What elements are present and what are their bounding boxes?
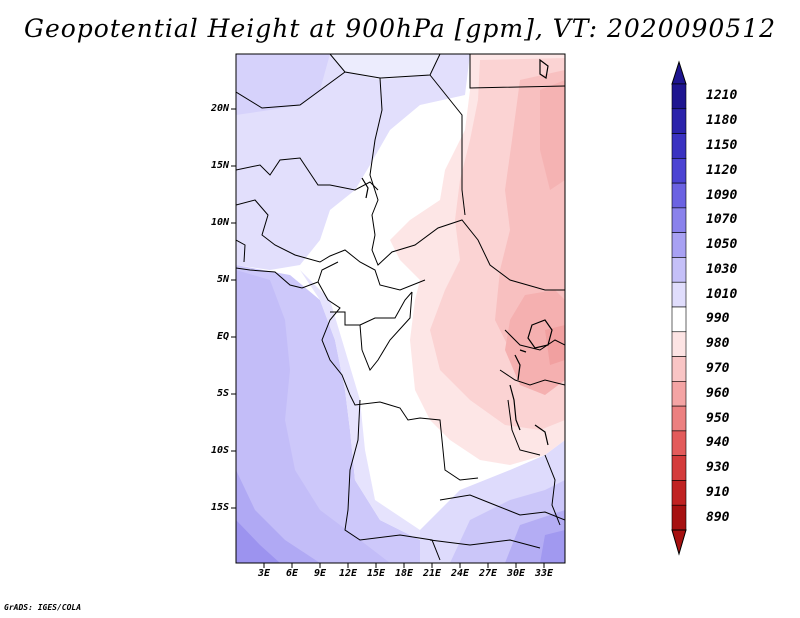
lon-label: 30E [506, 568, 526, 579]
lat-label: 15N [210, 160, 229, 171]
lon-label: 12E [338, 568, 358, 579]
lat-label: 10S [210, 445, 229, 456]
colorbar-swatch [671, 232, 687, 258]
colorbar-label: 960 [706, 385, 730, 401]
credit-text: GrADS: IGES/COLA [4, 603, 82, 612]
colorbar-swatch [671, 306, 687, 333]
colorbar-swatch [671, 480, 687, 506]
lon-label: 6E [285, 568, 299, 579]
colorbar-swatch [671, 281, 687, 308]
colorbar-label: 1180 [706, 113, 738, 129]
lon-label: 18E [394, 568, 414, 579]
colorbar-swatch [671, 108, 687, 134]
lon-label: 15E [366, 568, 386, 579]
colorbar-swatch [671, 381, 687, 407]
lat-label: 5N [216, 274, 229, 285]
colorbar-label: 980 [706, 336, 730, 352]
lat-label: EQ [216, 331, 229, 342]
colorbar-swatch [671, 430, 687, 456]
lon-label: 27E [478, 568, 498, 579]
colorbar-label: 970 [706, 360, 730, 376]
colorbar-label: 1050 [706, 237, 738, 253]
colorbar [671, 60, 687, 556]
lon-label: 3E [257, 568, 271, 579]
country-borders [236, 54, 565, 561]
lakes [361, 58, 553, 446]
colorbar-swatch [671, 504, 687, 531]
colorbar-label: 890 [706, 509, 730, 525]
colorbar-label: 1070 [706, 212, 738, 228]
colorbar-label: 1030 [706, 261, 738, 277]
map-frame [235, 53, 566, 564]
colorbar-label: 1210 [706, 88, 738, 104]
colorbar-swatch [671, 83, 687, 110]
map-title: Geopotential Height at 900hPa [gpm], VT:… [23, 14, 777, 43]
lat-label: 10N [210, 217, 229, 228]
lat-label: 15S [210, 502, 229, 513]
colorbar-label: 1010 [706, 286, 738, 302]
colorbar-label: 1150 [706, 137, 738, 153]
lon-label: 24E [450, 568, 470, 579]
colorbar-label: 1120 [706, 162, 738, 178]
colorbar-label: 930 [706, 460, 730, 476]
colorbar-swatch [671, 182, 687, 209]
lat-label: 5S [216, 388, 229, 399]
colorbar-swatch [671, 133, 687, 159]
colorbar-swatch [671, 331, 687, 357]
colorbar-label: 1090 [706, 187, 738, 203]
colorbar-swatch [671, 356, 687, 382]
colorbar-label: 950 [706, 410, 730, 426]
lon-label: 21E [422, 568, 442, 579]
colorbar-arrow-top [671, 60, 687, 85]
colorbar-swatch [671, 158, 687, 184]
colorbar-swatch [671, 455, 687, 481]
lon-label: 9E [313, 568, 327, 579]
colorbar-label: 990 [706, 311, 730, 327]
lon-label: 33E [534, 568, 554, 579]
colorbar-swatch [671, 207, 687, 233]
colorbar-arrow-bottom [671, 529, 687, 556]
colorbar-swatch [671, 405, 687, 432]
axis-ticks [231, 108, 545, 568]
lat-label: 20N [210, 103, 229, 114]
colorbar-label: 910 [706, 484, 730, 500]
colorbar-swatch [671, 257, 687, 283]
colorbar-label: 940 [706, 435, 730, 451]
